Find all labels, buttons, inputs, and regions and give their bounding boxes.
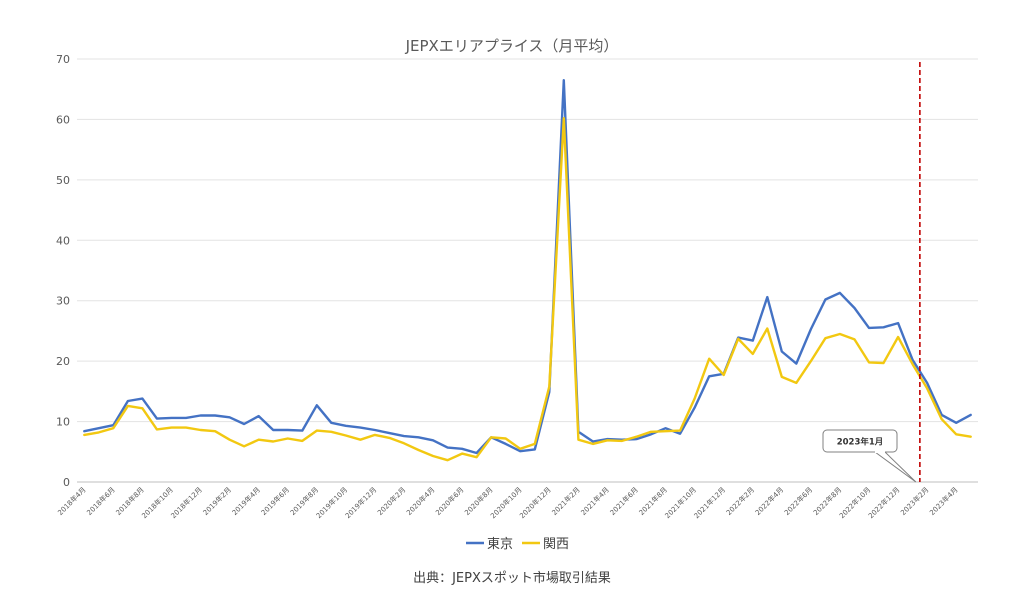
x-tick-label: 2021年8月 bbox=[637, 485, 669, 517]
series-line-1 bbox=[83, 116, 972, 462]
x-tick-label: 2018年8月 bbox=[114, 485, 146, 517]
y-axis: 0 10 20 30 40 50 60 70 bbox=[56, 53, 70, 489]
gridlines bbox=[77, 58, 978, 483]
x-tick-label: 2021年12月 bbox=[692, 485, 727, 520]
x-tick-label: 2020年2月 bbox=[375, 485, 407, 517]
x-tick-label: 2019年4月 bbox=[230, 485, 262, 517]
x-tick-label: 2022年2月 bbox=[724, 485, 756, 517]
x-tick-label: 2023年4月 bbox=[928, 485, 960, 517]
y-tick-label: 30 bbox=[56, 295, 70, 308]
x-tick-label: 2022年4月 bbox=[753, 485, 785, 517]
x-tick-label: 2018年4月 bbox=[56, 485, 88, 517]
x-tick-label: 2022年8月 bbox=[811, 485, 843, 517]
legend-label: 関西 bbox=[543, 537, 569, 552]
x-tick-label: 2020年8月 bbox=[463, 485, 495, 517]
x-tick-label: 2019年6月 bbox=[259, 485, 291, 517]
x-tick-label: 2022年6月 bbox=[782, 485, 814, 517]
chart-title: JEPXエリアプライス（月平均） bbox=[405, 37, 619, 55]
y-tick-label: 40 bbox=[56, 234, 70, 247]
series-lines bbox=[83, 78, 972, 462]
legend-label: 東京 bbox=[487, 536, 513, 552]
annotation-group: 2023年1月 bbox=[822, 62, 921, 483]
x-tick-label: 2020年4月 bbox=[404, 485, 436, 517]
source-note: 出典：JEPXスポット市場取引結果 bbox=[413, 570, 611, 586]
y-tick-label: 0 bbox=[63, 476, 70, 489]
y-tick-label: 20 bbox=[56, 355, 70, 368]
callout-box bbox=[822, 429, 898, 453]
callout-pointer bbox=[874, 451, 917, 483]
x-tick-label: 2023年2月 bbox=[899, 485, 931, 517]
x-tick-label: 2022年12月 bbox=[866, 485, 901, 520]
y-tick-label: 60 bbox=[56, 113, 70, 126]
x-tick-label: 2018年6月 bbox=[85, 485, 117, 517]
y-tick-label: 50 bbox=[56, 174, 70, 187]
x-tick-label: 2021年6月 bbox=[608, 485, 640, 517]
series-line-0 bbox=[83, 78, 972, 455]
x-tick-label: 2021年4月 bbox=[579, 485, 611, 517]
x-tick-label: 2019年8月 bbox=[288, 485, 320, 517]
x-tick-label: 2019年12月 bbox=[343, 485, 378, 520]
x-tick-label: 2018年12月 bbox=[169, 485, 204, 520]
y-tick-label: 10 bbox=[56, 416, 70, 429]
y-tick-label: 70 bbox=[56, 53, 70, 66]
x-axis: 2018年4月2018年6月2018年8月2018年10月2018年12月201… bbox=[56, 485, 960, 520]
x-tick-label: 2020年12月 bbox=[518, 485, 553, 520]
x-tick-label: 2019年2月 bbox=[201, 485, 233, 517]
x-tick-label: 2020年6月 bbox=[434, 485, 466, 517]
legend: 東京 関西 bbox=[466, 536, 569, 552]
x-tick-label: 2021年2月 bbox=[550, 485, 582, 517]
annotation-label: 2023年1月 bbox=[837, 437, 884, 448]
